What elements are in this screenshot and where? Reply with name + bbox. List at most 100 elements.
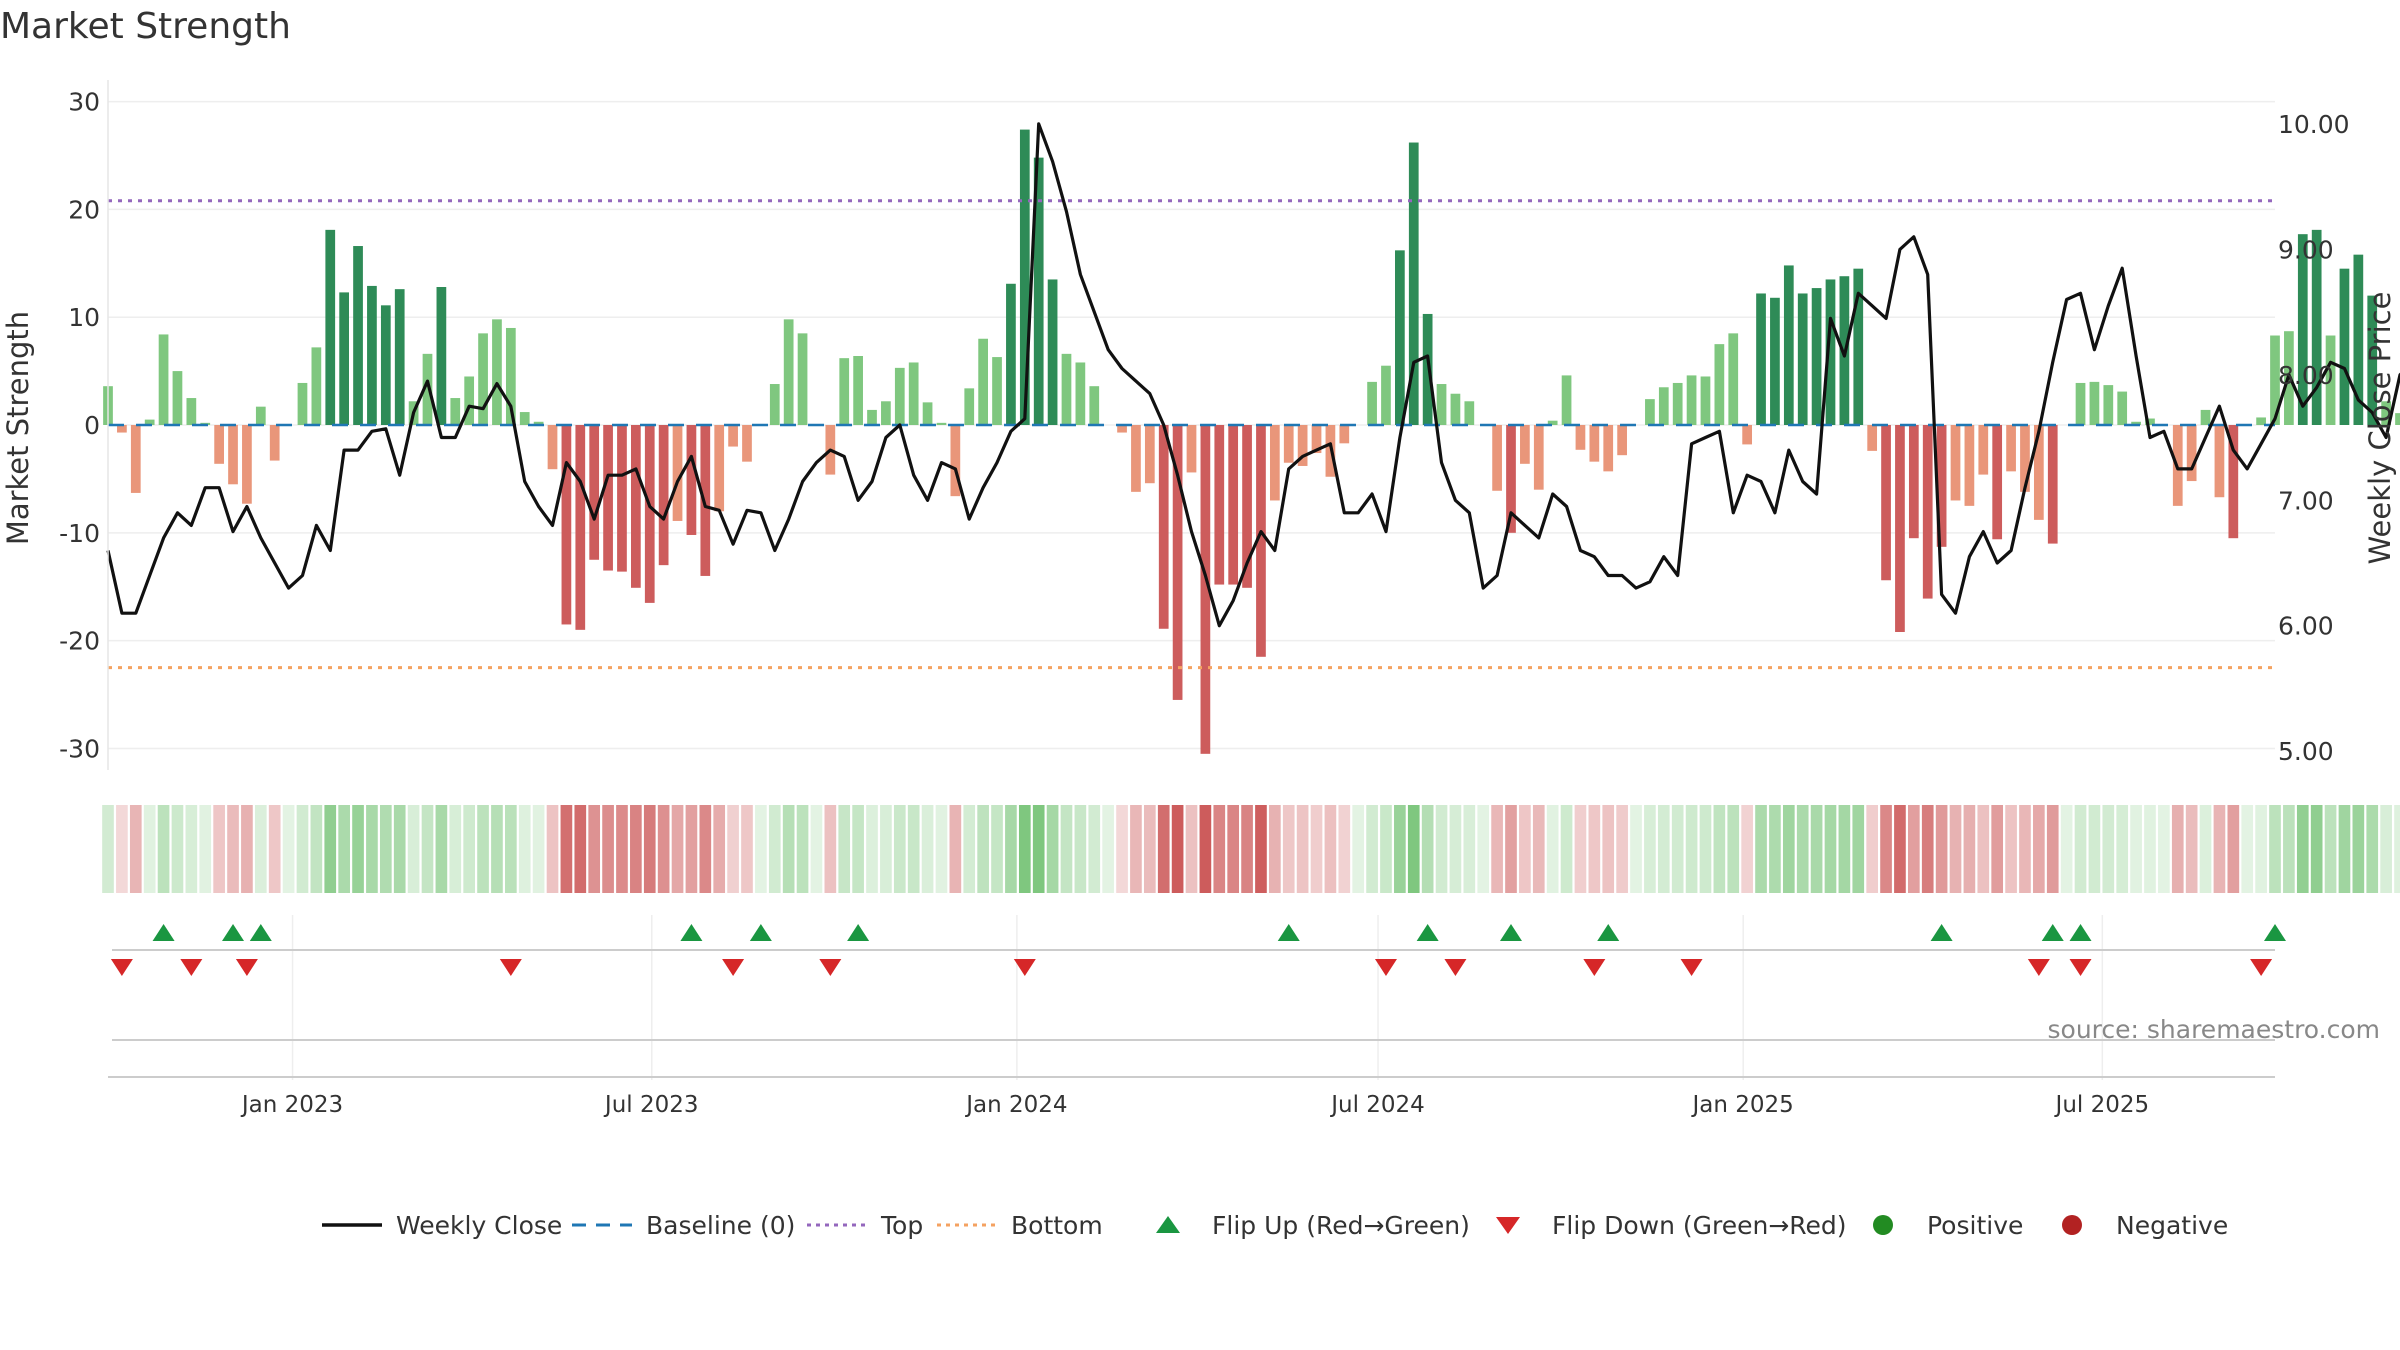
strength-bar <box>783 319 794 425</box>
heat-cell <box>588 805 601 893</box>
legend-item-positive: Positive <box>1853 1205 2023 1245</box>
strength-bar <box>1006 283 1016 425</box>
y-tick-label: 30 <box>68 88 100 117</box>
y-tick-label: 20 <box>68 195 100 224</box>
strength-bar <box>1089 386 1100 425</box>
strength-bar <box>2089 381 2100 425</box>
heat-cell <box>2144 805 2156 893</box>
heat-cell <box>1463 805 1476 893</box>
heat-cell <box>907 805 920 893</box>
heat-cell <box>1546 805 1559 893</box>
heat-cell <box>1894 805 1906 893</box>
heat-cell <box>1852 805 1865 893</box>
strength-bar <box>1658 387 1669 425</box>
strength-bar <box>1339 425 1350 444</box>
heat-cell <box>282 805 295 893</box>
strength-bar <box>2395 413 2400 425</box>
heat-cell <box>1046 805 1059 893</box>
strength-bar <box>950 425 961 497</box>
heat-cell <box>366 805 378 893</box>
strength-bar <box>2033 425 2044 520</box>
heat-cell <box>379 805 392 893</box>
heat-cell <box>1866 805 1878 893</box>
heat-cell <box>1324 805 1337 893</box>
heat-cell <box>2366 805 2379 893</box>
strength-bar <box>464 376 475 425</box>
strength-bar <box>394 289 405 425</box>
heat-cell <box>1588 805 1601 893</box>
heat-cell <box>2213 805 2226 893</box>
legend-symbol-flip-down <box>1496 1217 1520 1234</box>
strength-bar <box>1297 425 1308 466</box>
heat-cell <box>2102 805 2115 893</box>
strength-bar <box>158 334 169 425</box>
heat-cell <box>227 805 239 893</box>
strength-bar <box>2214 425 2225 498</box>
strength-bar <box>1908 425 1919 539</box>
strength-bar <box>1589 425 1600 462</box>
strength-bar <box>630 425 641 588</box>
heat-cell <box>1963 805 1976 893</box>
strength-bar <box>297 382 308 425</box>
strength-bar <box>1700 376 1711 425</box>
y2-tick-label: 9.00 <box>2278 235 2334 264</box>
heat-cell <box>2241 805 2254 893</box>
heat-cell <box>1394 805 1406 893</box>
heat-cell <box>407 805 420 893</box>
y2-tick-label: 6.00 <box>2278 612 2334 641</box>
strength-bar <box>1422 313 1433 425</box>
y2-axis-label: Weekly Close Price <box>2363 292 2397 565</box>
heat-cell <box>1935 805 1948 893</box>
strength-bar <box>367 285 377 425</box>
flip-down-marker <box>2250 959 2273 976</box>
heat-cell <box>2352 805 2365 893</box>
heat-cell <box>185 805 198 893</box>
heat-cell <box>1380 805 1392 893</box>
x-axis: Jan 2023 Jul 2023 Jan 2024 Jul 2024 Jan 2025… <box>108 949 2275 1118</box>
strength-bar <box>922 402 933 425</box>
legend-item-flip-up: Flip Up (Red→Green) <box>1138 1205 1470 1245</box>
heat-cell <box>838 805 851 893</box>
heat-cell <box>1685 805 1698 893</box>
flip-down-marker <box>180 959 203 976</box>
heat-cell <box>393 805 406 893</box>
heat-cell <box>1616 805 1628 893</box>
flip-down-marker <box>1013 959 1036 976</box>
strength-bar <box>172 371 183 425</box>
strength-bar <box>1256 425 1266 657</box>
strength-bar <box>2367 295 2378 425</box>
strength-bar <box>742 425 752 462</box>
legend-symbol-weekly-close <box>322 1223 382 1227</box>
strength-bar <box>2353 254 2364 425</box>
heat-cell <box>1005 805 1017 893</box>
strength-bar <box>1533 425 1544 490</box>
heat-cell <box>1018 805 1031 893</box>
strength-bar <box>1867 425 1878 451</box>
heat-cell <box>1477 805 1490 893</box>
heat-cell <box>338 805 350 893</box>
y-axis-label: Market Strength <box>1 311 35 545</box>
strength-heat-strip <box>102 805 2400 893</box>
strength-bar <box>1214 425 1225 585</box>
chart-title: Market Strength <box>0 6 291 47</box>
strength-bar <box>603 425 613 571</box>
strength-bar <box>1061 353 1072 425</box>
legend-label: Flip Down (Green→Red) <box>1552 1210 1847 1240</box>
flip-up-marker <box>1597 924 1620 941</box>
heat-cell <box>782 805 795 893</box>
strength-bar <box>380 305 391 425</box>
strength-bar <box>1770 297 1780 425</box>
y2-tick-label: 7.00 <box>2278 486 2334 515</box>
strength-bar <box>1811 288 1822 425</box>
strength-bar <box>505 327 516 425</box>
flip-down-marker <box>1583 959 1606 976</box>
heat-cell <box>824 805 837 893</box>
strength-bar <box>1242 425 1252 588</box>
heat-cell <box>1838 805 1851 893</box>
heat-cell <box>949 805 962 893</box>
heat-cell <box>1199 805 1212 893</box>
strength-bar <box>1464 401 1475 425</box>
heat-cell <box>1755 805 1767 893</box>
heat-cell <box>991 805 1003 893</box>
strength-bar <box>1117 425 1127 433</box>
